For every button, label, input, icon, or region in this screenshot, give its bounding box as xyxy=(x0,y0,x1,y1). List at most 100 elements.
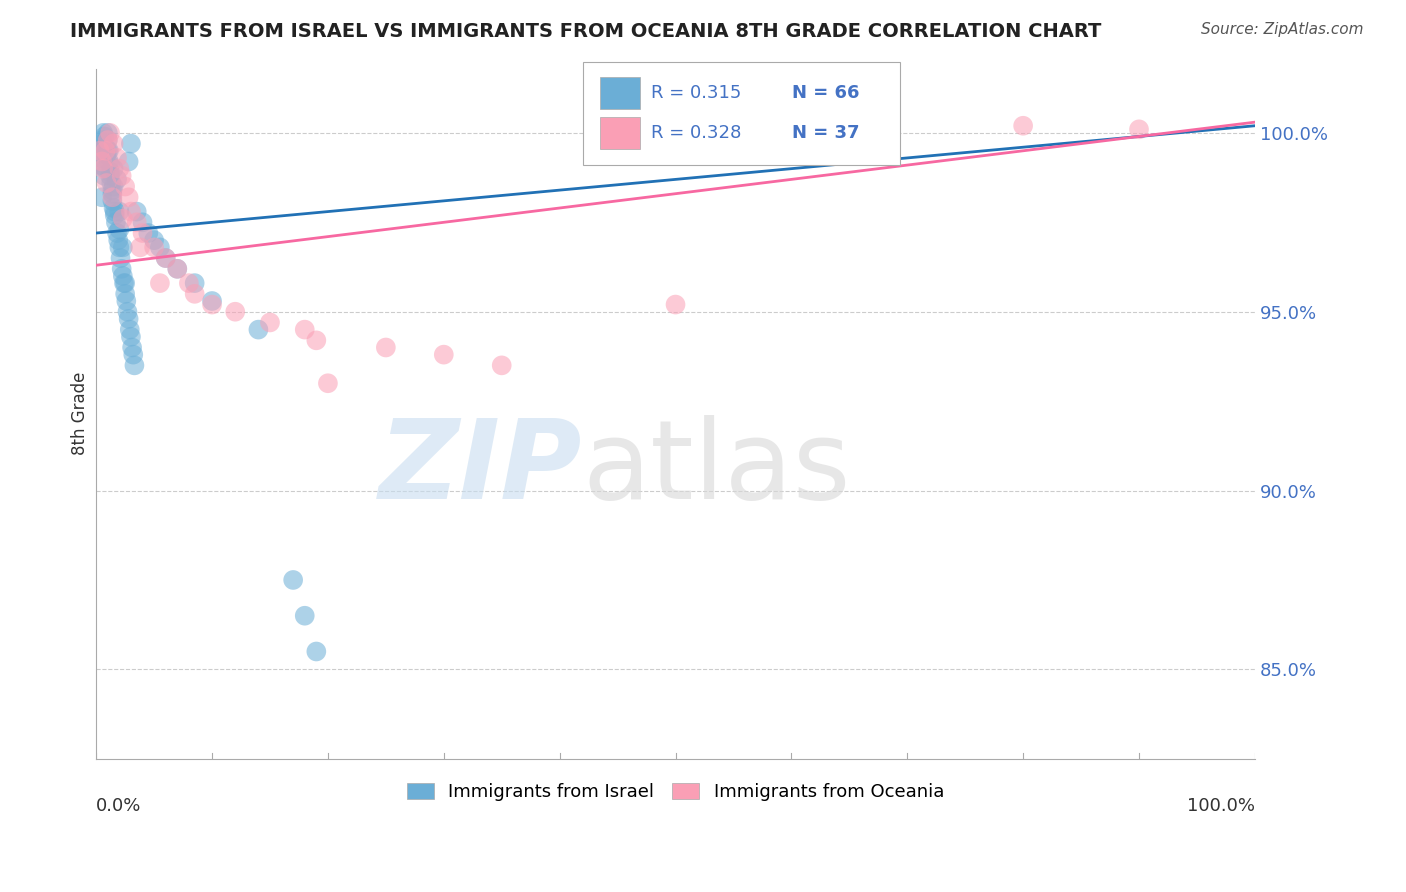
Point xyxy=(121,341,143,355)
Point xyxy=(111,261,134,276)
Text: atlas: atlas xyxy=(583,416,851,523)
Point xyxy=(136,226,159,240)
Point xyxy=(491,359,513,373)
Point xyxy=(101,186,124,201)
Point xyxy=(89,144,111,158)
Point xyxy=(120,330,142,344)
Point xyxy=(91,136,114,151)
Text: IMMIGRANTS FROM ISRAEL VS IMMIGRANTS FROM OCEANIA 8TH GRADE CORRELATION CHART: IMMIGRANTS FROM ISRAEL VS IMMIGRANTS FRO… xyxy=(70,22,1102,41)
Point xyxy=(120,204,142,219)
Point xyxy=(89,144,111,158)
Point xyxy=(143,240,166,254)
Point xyxy=(129,240,152,254)
Point xyxy=(247,323,270,337)
Point xyxy=(97,133,120,147)
Point xyxy=(91,126,114,140)
Point xyxy=(224,304,246,318)
Text: Source: ZipAtlas.com: Source: ZipAtlas.com xyxy=(1201,22,1364,37)
Point xyxy=(117,154,139,169)
Point xyxy=(112,276,135,290)
Point xyxy=(94,140,117,154)
Text: 0.0%: 0.0% xyxy=(96,797,142,814)
Point xyxy=(114,276,136,290)
Point xyxy=(94,161,117,176)
Point xyxy=(1128,122,1150,136)
Point xyxy=(101,190,124,204)
Text: R = 0.315: R = 0.315 xyxy=(651,84,741,102)
Point xyxy=(155,251,177,265)
Point xyxy=(97,126,120,140)
Point xyxy=(120,136,142,151)
Point xyxy=(90,158,112,172)
Point xyxy=(117,304,139,318)
Point xyxy=(166,261,188,276)
Text: 100.0%: 100.0% xyxy=(1187,797,1256,814)
Point xyxy=(104,208,127,222)
Point xyxy=(96,147,118,161)
Point xyxy=(91,190,114,204)
Point xyxy=(108,204,131,219)
Legend: Immigrants from Israel, Immigrants from Oceania: Immigrants from Israel, Immigrants from … xyxy=(399,776,952,808)
Point xyxy=(111,169,134,183)
Point xyxy=(177,276,200,290)
Point xyxy=(101,183,124,197)
Point xyxy=(201,293,224,308)
Point xyxy=(125,215,148,229)
Point xyxy=(149,240,172,254)
Point xyxy=(105,172,128,186)
Point xyxy=(122,348,145,362)
Point xyxy=(111,268,134,283)
Point xyxy=(97,144,120,158)
Point xyxy=(183,286,205,301)
Point xyxy=(110,251,132,265)
Point xyxy=(115,293,138,308)
Point xyxy=(94,144,117,158)
Point xyxy=(1012,119,1035,133)
Point xyxy=(105,226,128,240)
Point xyxy=(183,276,205,290)
Text: R = 0.328: R = 0.328 xyxy=(651,124,741,142)
Point xyxy=(98,165,121,179)
Point xyxy=(149,276,172,290)
Point xyxy=(93,129,115,144)
Y-axis label: 8th Grade: 8th Grade xyxy=(72,372,89,455)
Point xyxy=(166,261,188,276)
Point xyxy=(101,194,124,208)
Point xyxy=(111,240,134,254)
Point xyxy=(97,154,120,169)
Point xyxy=(294,608,316,623)
Point xyxy=(93,169,115,183)
Point xyxy=(114,286,136,301)
Point xyxy=(103,161,125,176)
Point xyxy=(97,144,120,158)
Point xyxy=(91,154,114,169)
Point xyxy=(100,176,122,190)
Point xyxy=(316,376,339,391)
Point xyxy=(98,158,121,172)
Text: ZIP: ZIP xyxy=(380,416,583,523)
Point xyxy=(111,211,134,226)
Point xyxy=(283,573,305,587)
Point xyxy=(108,222,131,236)
Point xyxy=(91,161,114,176)
Point xyxy=(131,215,153,229)
Point xyxy=(103,179,125,194)
Point xyxy=(374,341,396,355)
Point xyxy=(103,201,125,215)
Point xyxy=(114,179,136,194)
Point xyxy=(117,311,139,326)
Point xyxy=(103,136,125,151)
Point xyxy=(143,233,166,247)
Point xyxy=(104,204,127,219)
Point xyxy=(108,161,131,176)
Point xyxy=(104,215,127,229)
Point xyxy=(108,240,131,254)
Text: N = 37: N = 37 xyxy=(792,124,859,142)
Point xyxy=(259,315,281,329)
Point xyxy=(124,359,146,373)
Point xyxy=(125,204,148,219)
Point xyxy=(98,126,121,140)
Point xyxy=(294,323,316,337)
Point xyxy=(105,151,128,165)
Point xyxy=(305,644,328,658)
